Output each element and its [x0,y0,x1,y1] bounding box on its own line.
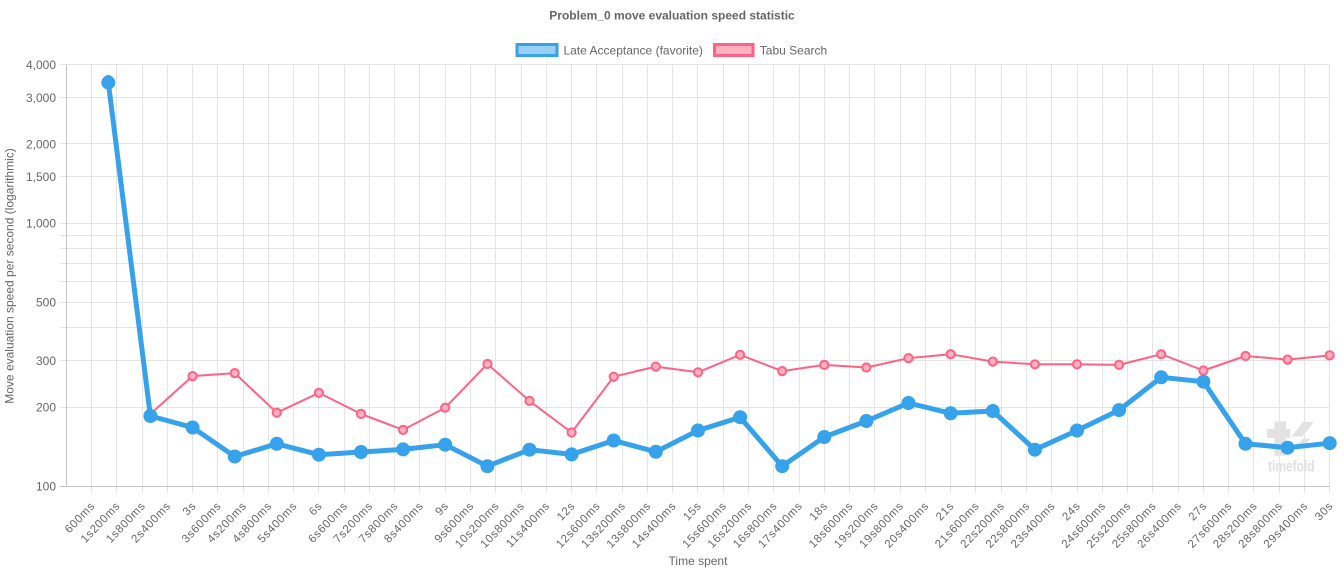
svg-text:Problem_0 move evaluation spee: Problem_0 move evaluation speed statisti… [549,9,795,23]
svg-text:300: 300 [36,354,56,368]
svg-text:200: 200 [36,400,56,414]
svg-text:3,000: 3,000 [26,91,56,105]
svg-text:Move evaluation speed per seco: Move evaluation speed per second (logari… [3,148,17,403]
svg-text:1,000: 1,000 [26,217,56,231]
svg-text:1,500: 1,500 [26,170,56,184]
svg-text:Time spent: Time spent [669,554,729,568]
svg-text:4,000: 4,000 [26,58,56,72]
svg-text:Late Acceptance (favorite): Late Acceptance (favorite) [564,43,703,57]
svg-text:2,000: 2,000 [26,137,56,151]
svg-text:500: 500 [36,296,56,310]
svg-text:Tabu Search: Tabu Search [760,43,827,57]
svg-text:timefold: timefold [1268,458,1315,475]
svg-text:100: 100 [36,480,56,494]
